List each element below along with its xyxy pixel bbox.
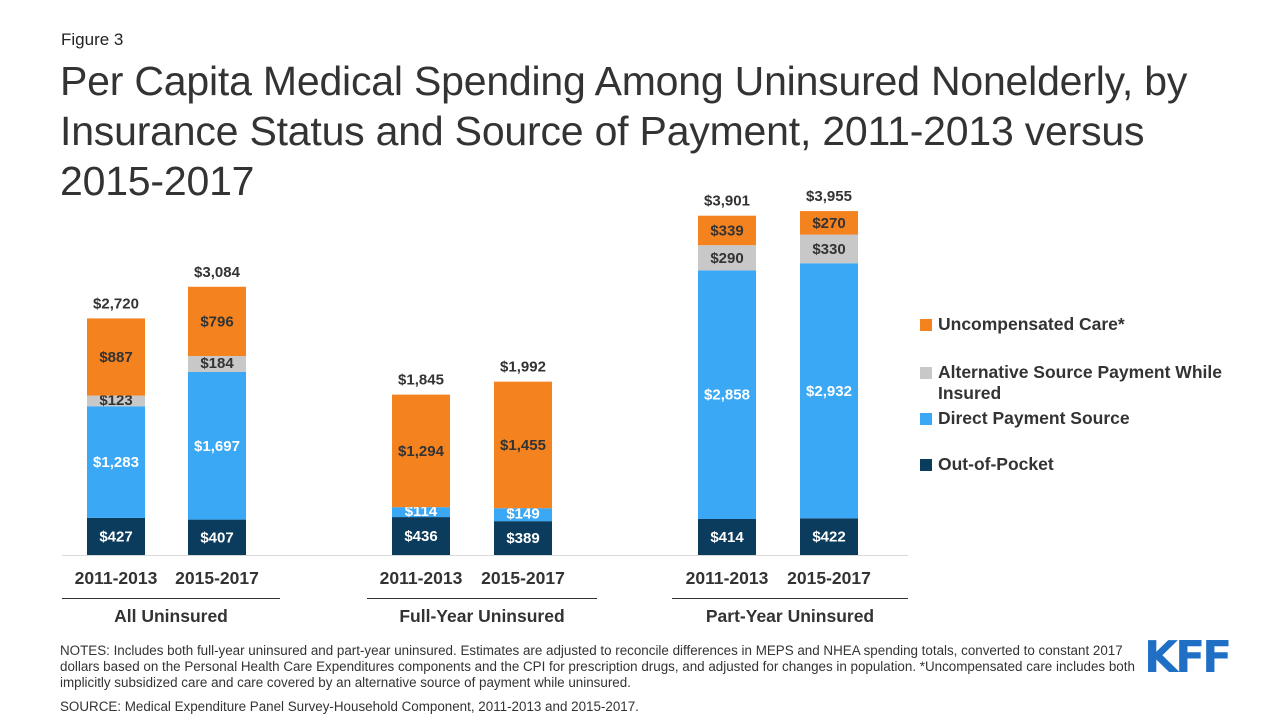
bar-out-of-pocket-2 <box>188 519 246 555</box>
bar-alternative-source-payment-while-insured-5 <box>698 245 756 271</box>
category-label-4: 2015-2017 <box>481 568 565 588</box>
stacked-bar-chart: $427 $1,283 $123 $887 $2,720 2011-2013 $407 $1,… <box>62 188 908 626</box>
total-label-1: $2,720 <box>93 295 139 312</box>
bar-direct-payment-source-5 <box>698 270 756 519</box>
category-label-6: 2015-2017 <box>787 568 871 588</box>
total-label-2: $3,084 <box>194 264 241 281</box>
data-label-direct-payment-source-6: $2,932 <box>806 383 852 400</box>
data-label-uncompensated-care-1: $887 <box>99 349 132 366</box>
data-label-out-of-pocket-4: $389 <box>506 530 539 547</box>
bar-uncompensated-care-5 <box>698 215 756 246</box>
data-label-direct-payment-source-4: $149 <box>506 506 539 523</box>
chart-source: SOURCE: Medical Expenditure Panel Survey… <box>60 699 639 714</box>
data-label-alternative-source-payment-while-insured-5: $290 <box>710 250 743 267</box>
data-label-alternative-source-payment-while-insured-6: $330 <box>812 241 845 258</box>
legend-label-direct-payment: Direct Payment Source <box>938 408 1130 428</box>
bar-direct-payment-source-3 <box>392 507 450 518</box>
bar-uncompensated-care-2 <box>188 286 246 356</box>
bar-direct-payment-source-1 <box>87 406 145 518</box>
category-label-3: 2011-2013 <box>380 568 463 588</box>
legend-label-uncompensated-care: Uncompensated Care* <box>938 314 1125 334</box>
data-label-alternative-source-payment-while-insured-1: $123 <box>99 392 132 409</box>
legend-swatch-uncompensated-care <box>920 319 932 331</box>
data-label-direct-payment-source-5: $2,858 <box>704 387 750 404</box>
chart-title: Per Capita Medical Spending Among Uninsu… <box>60 58 1188 204</box>
legend-label-out-of-pocket: Out-of-Pocket <box>938 454 1054 474</box>
chart-notes: NOTES: Includes both full-year uninsured… <box>60 643 1135 690</box>
group-label-part-year-uninsured: Part-Year Uninsured <box>706 606 874 626</box>
bar-uncompensated-care-4 <box>494 381 552 509</box>
total-label-4: $1,992 <box>500 359 546 376</box>
bar-alternative-source-payment-while-insured-1 <box>87 395 145 407</box>
category-label-1: 2011-2013 <box>75 568 158 588</box>
bar-out-of-pocket-1 <box>87 517 145 555</box>
bar-direct-payment-source-4 <box>494 508 552 522</box>
total-label-3: $1,845 <box>398 372 444 389</box>
data-label-out-of-pocket-2: $407 <box>200 529 233 546</box>
bar-out-of-pocket-3 <box>392 517 450 555</box>
data-label-alternative-source-payment-while-insured-2: $184 <box>200 355 234 372</box>
legend-swatch-alternative-source <box>920 367 932 379</box>
legend-item-out-of-pocket: Out-of-Pocket <box>920 454 1228 475</box>
legend-swatch-direct-payment <box>920 413 932 425</box>
data-label-out-of-pocket-3: $436 <box>404 528 437 545</box>
bar-out-of-pocket-4 <box>494 521 552 555</box>
legend-label-alternative-source: Alternative Source Payment While Insured <box>938 362 1222 403</box>
bar-uncompensated-care-6 <box>800 211 858 235</box>
bar-out-of-pocket-6 <box>800 518 858 555</box>
data-label-uncompensated-care-3: $1,294 <box>398 443 445 460</box>
data-label-uncompensated-care-4: $1,455 <box>500 437 546 454</box>
data-label-uncompensated-care-5: $339 <box>710 222 743 239</box>
legend-item-direct-payment: Direct Payment Source <box>920 408 1228 429</box>
bar-alternative-source-payment-while-insured-2 <box>188 355 246 372</box>
bar-uncompensated-care-3 <box>392 394 450 508</box>
bar-out-of-pocket-5 <box>698 518 756 555</box>
bar-uncompensated-care-1 <box>87 318 145 396</box>
legend-item-uncompensated-care: Uncompensated Care* <box>920 314 1228 335</box>
data-label-out-of-pocket-5: $414 <box>710 529 744 546</box>
data-label-out-of-pocket-1: $427 <box>99 528 132 545</box>
data-label-uncompensated-care-2: $796 <box>200 313 233 330</box>
total-label-5: $3,901 <box>704 193 750 210</box>
total-label-6: $3,955 <box>806 188 852 205</box>
bar-direct-payment-source-6 <box>800 263 858 519</box>
figure-label: Figure 3 <box>61 30 124 49</box>
data-label-direct-payment-source-3: $114 <box>405 503 438 520</box>
kff-logo: KFF <box>1144 632 1232 683</box>
category-label-5: 2011-2013 <box>686 568 769 588</box>
group-label-all-uninsured: All Uninsured <box>114 606 228 626</box>
bar-direct-payment-source-2 <box>188 371 246 520</box>
group-label-full-year-uninsured: Full-Year Uninsured <box>399 606 564 626</box>
legend-swatch-out-of-pocket <box>920 459 932 471</box>
category-label-2: 2015-2017 <box>175 568 259 588</box>
bar-alternative-source-payment-while-insured-6 <box>800 234 858 264</box>
data-label-out-of-pocket-6: $422 <box>812 529 845 546</box>
data-label-direct-payment-source-2: $1,697 <box>194 438 240 455</box>
data-label-uncompensated-care-6: $270 <box>812 215 845 232</box>
legend-item-alternative-source: Alternative Source Payment While Insured <box>920 362 1228 404</box>
data-label-direct-payment-source-1: $1,283 <box>93 454 139 471</box>
